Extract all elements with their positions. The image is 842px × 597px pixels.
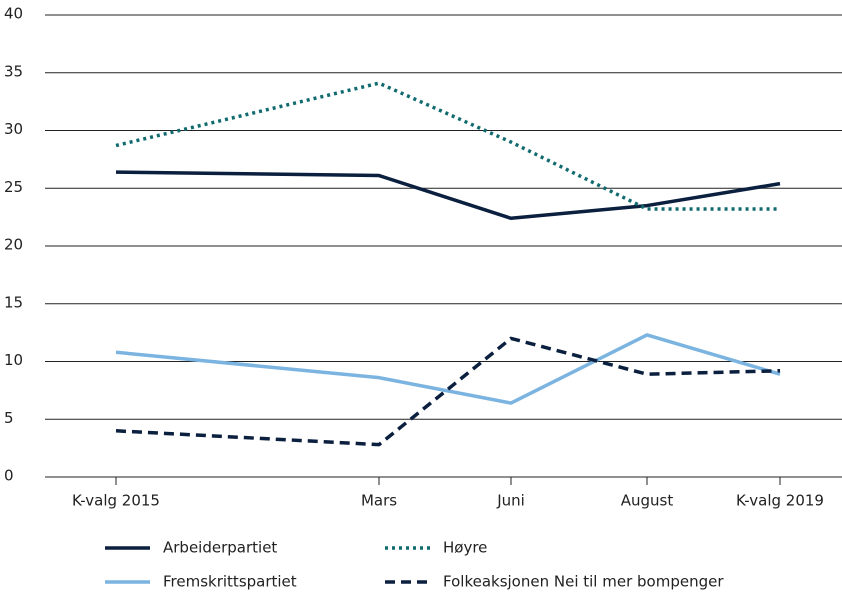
y-tick-label: 40 bbox=[4, 5, 23, 23]
y-tick-label: 0 bbox=[4, 467, 14, 485]
y-tick-label: 15 bbox=[4, 293, 23, 311]
y-tick-label: 25 bbox=[4, 178, 23, 196]
series-line bbox=[115, 170, 781, 221]
legend-label: Fremskrittspartiet bbox=[163, 573, 297, 591]
legend-label: Folkeaksjonen Nei til mer bompenger bbox=[443, 573, 724, 591]
series-line bbox=[115, 336, 781, 447]
series-line bbox=[115, 333, 781, 405]
x-tick-label: K-valg 2019 bbox=[736, 492, 824, 510]
legend-label: Høyre bbox=[443, 539, 487, 557]
y-tick-label: 35 bbox=[4, 62, 23, 80]
y-tick-label: 30 bbox=[4, 120, 23, 138]
x-tick-label: K-valg 2015 bbox=[72, 492, 160, 510]
x-tick-label: Juni bbox=[496, 492, 525, 510]
y-tick-label: 20 bbox=[4, 236, 23, 254]
y-tick-label: 5 bbox=[4, 409, 14, 427]
series-line bbox=[115, 81, 780, 211]
y-tick-label: 10 bbox=[4, 351, 23, 369]
x-tick-label: Mars bbox=[361, 492, 397, 510]
legend-label: Arbeiderpartiet bbox=[163, 539, 277, 557]
x-tick-label: August bbox=[621, 492, 674, 510]
